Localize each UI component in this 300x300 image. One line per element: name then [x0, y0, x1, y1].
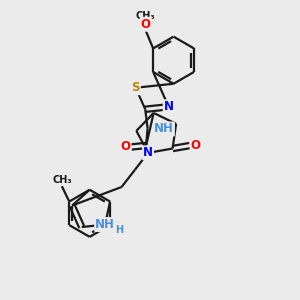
- Text: O: O: [141, 18, 151, 31]
- Text: NH: NH: [95, 218, 115, 231]
- Text: S: S: [131, 81, 140, 94]
- Text: N: N: [164, 100, 174, 113]
- Text: N: N: [143, 146, 153, 159]
- Text: O: O: [190, 139, 201, 152]
- Text: H: H: [116, 225, 124, 235]
- Text: NH: NH: [154, 122, 174, 136]
- Text: O: O: [121, 140, 130, 153]
- Text: H: H: [163, 124, 171, 134]
- Text: CH₃: CH₃: [52, 175, 72, 185]
- Text: CH₃: CH₃: [136, 11, 156, 21]
